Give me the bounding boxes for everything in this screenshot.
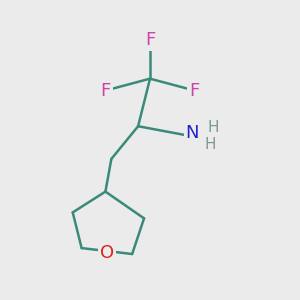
Text: H: H [205,136,217,152]
Text: N: N [186,124,199,142]
Text: F: F [190,82,200,100]
Text: O: O [100,244,114,262]
Text: F: F [145,31,155,49]
Text: H: H [208,120,220,135]
Text: F: F [100,82,110,100]
